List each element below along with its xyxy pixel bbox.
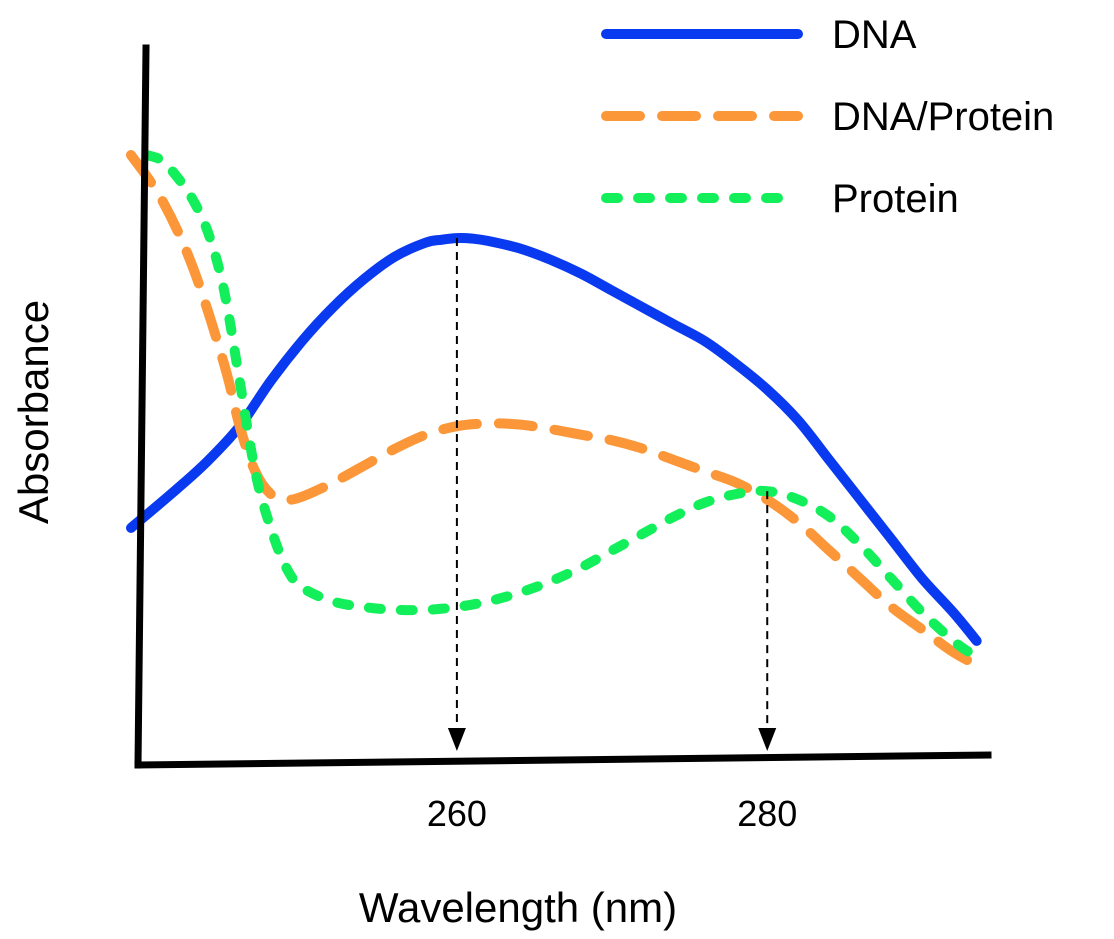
tick-layer: 260 280 <box>427 793 797 834</box>
x-tick-label-280: 280 <box>737 793 797 834</box>
legend-label-protein: Protein <box>832 177 959 221</box>
marker-layer <box>447 238 777 751</box>
axes-layer <box>134 44 992 769</box>
series-layer <box>126 150 990 675</box>
y-axis-line <box>134 44 150 769</box>
x-tick-label-260: 260 <box>427 793 487 834</box>
series-line-dna <box>126 233 982 646</box>
x-axis-line <box>134 751 992 769</box>
marker-arrowhead-260 <box>447 728 466 751</box>
marker-arrowhead-280 <box>758 728 777 751</box>
y-axis-label: Absorbance <box>10 300 57 524</box>
legend: DNA DNA/Protein Protein <box>601 13 1054 221</box>
x-axis-label: Wavelength (nm) <box>359 884 677 931</box>
legend-label-dna: DNA <box>832 13 917 57</box>
series-line-protein <box>141 150 974 658</box>
series-line-dna-protein <box>126 150 990 675</box>
legend-label-dna-protein: DNA/Protein <box>832 95 1054 139</box>
